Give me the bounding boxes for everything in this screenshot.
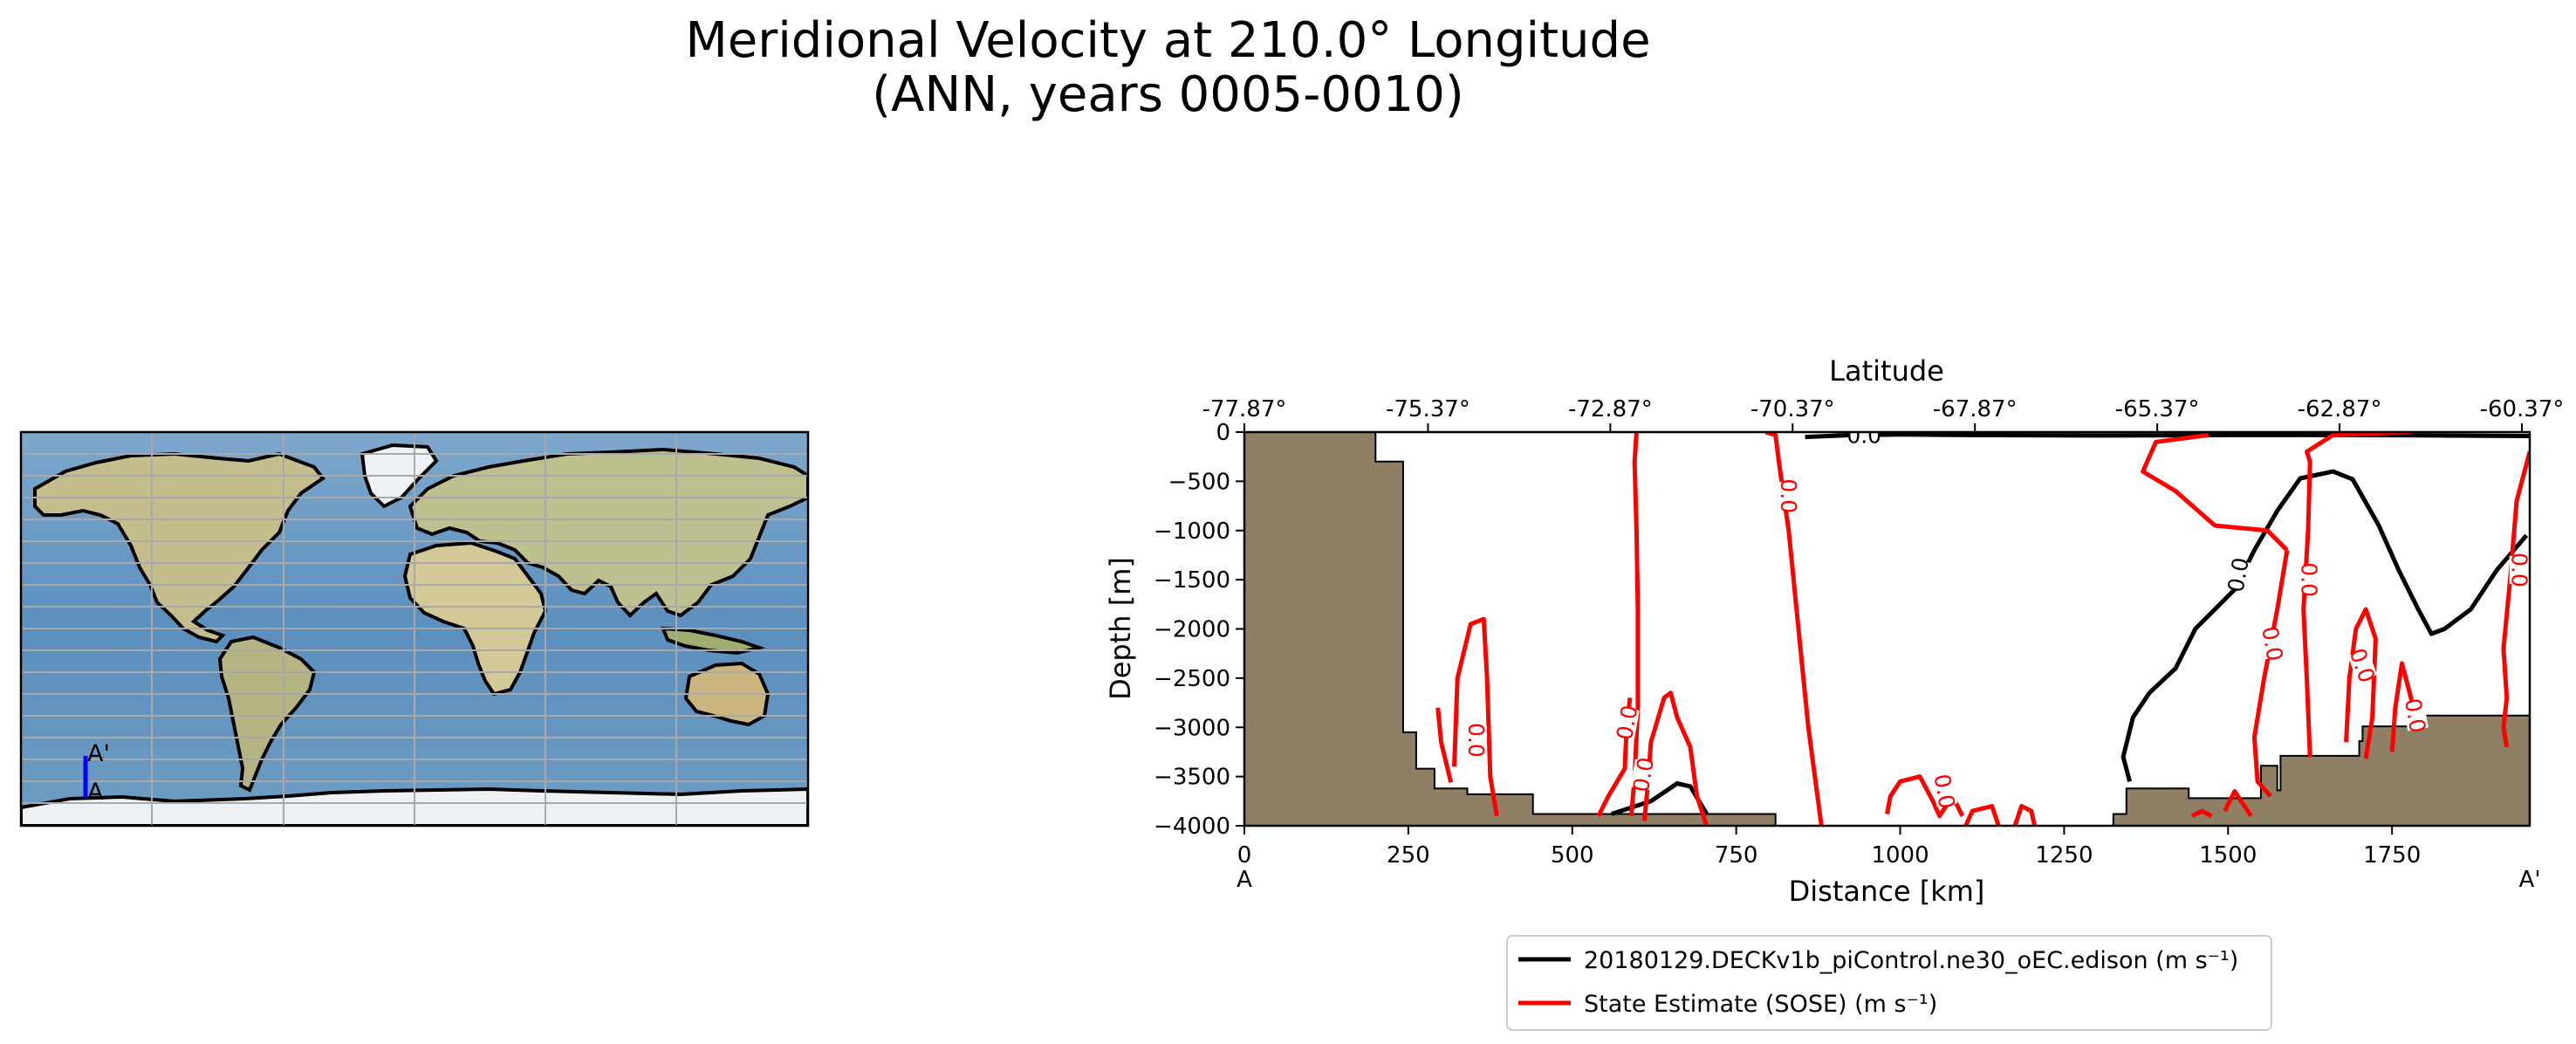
top-tick-label-4: -67.87°: [1933, 396, 2018, 422]
map-gridlines: [21, 432, 808, 826]
y-tick-label-0: 0: [1216, 420, 1230, 446]
contour-label-9: 0.0: [1929, 773, 1959, 811]
legend-label-model: 20180129.DECKv1b_piControl.ne30_oEC.edis…: [1584, 947, 2238, 974]
contour-label-2: 0.0: [2257, 624, 2287, 663]
contour-label-bg-10: [2224, 559, 2251, 591]
contour-label-bg-6: [1613, 706, 1640, 738]
contour-label-bg-4: [2402, 699, 2429, 731]
legend-frame: [1506, 935, 2272, 1031]
contour-label-6: 0.0: [1612, 704, 1642, 742]
top-tick-label-7: -60.37°: [2480, 396, 2565, 422]
contour-line-series1-15: [2190, 808, 2213, 818]
contour-label-bg-5: [2509, 555, 2530, 584]
x-tick-label-5: 1250: [2035, 842, 2093, 869]
y-tick-label-4: −2000: [1154, 617, 1230, 643]
contour-label-11: 0.0: [1846, 422, 1881, 448]
contour-line-series1-14: [2012, 804, 2038, 826]
contour-label-4: 0.0: [2400, 697, 2430, 735]
contour-line-series1-13: [1963, 804, 2001, 826]
contour-label-bg-7: [1630, 759, 1656, 791]
map-label-end: A': [87, 740, 110, 767]
contour-line-series0-0: [1805, 432, 2530, 440]
map-africa: [402, 540, 548, 697]
x-tick-label-0: 0: [1237, 842, 1252, 869]
contour-line-series1-16: [2223, 789, 2253, 818]
figure-title-line2: (ANN, years 0005-0010): [872, 66, 1464, 123]
top-axis-label: Latitude: [1829, 354, 1944, 388]
contour-label-bg-3: [2347, 649, 2378, 683]
x-axis-label: Distance [km]: [1789, 875, 1985, 908]
contour-label-bg-1: [2299, 566, 2320, 594]
contour-label-0: 0.0: [1776, 478, 1801, 513]
y-tick-label-7: −3500: [1154, 765, 1230, 791]
legend: 20180129.DECKv1b_piControl.ne30_oEC.edis…: [1506, 935, 2272, 1031]
contour-line-series1-4: [2501, 450, 2530, 748]
map-south-america: [217, 635, 317, 793]
contour-line-series1-9: [2389, 661, 2421, 752]
contour-label-bg-11: [1850, 432, 1879, 446]
contour-label-10: 0.0: [2223, 555, 2253, 594]
y-tick-label-8: −4000: [1154, 814, 1230, 840]
contour-line-series1-10: [1452, 616, 1499, 817]
contour-label-8: 0.0: [1463, 723, 1489, 758]
map-label-start: A: [87, 779, 104, 806]
y-tick-label-1: −500: [1168, 469, 1230, 495]
top-tick-label-3: -70.37°: [1750, 396, 1835, 422]
x-tick-label-3: 750: [1715, 842, 1758, 869]
top-tick-label-2: -72.87°: [1568, 396, 1653, 422]
contour-label-bg-8: [1466, 725, 1488, 754]
y-axis-label: Depth [m]: [1104, 557, 1137, 700]
contour-label-5: 0.0: [2507, 553, 2532, 587]
top-tick-label-5: -65.37°: [2115, 396, 2200, 422]
x-tick-label-1: 250: [1387, 842, 1430, 869]
x-tick-label-2: 500: [1551, 842, 1594, 869]
contour-label-bg-9: [1932, 775, 1958, 807]
y-axis-ticks: 0 −500 −1000 −1500 −2000 −2500 −3000 −3500 −4000: [1154, 420, 1244, 840]
contour-line-series1-11: [1435, 707, 1454, 783]
map-eurasia: [408, 447, 808, 618]
x-tick-label-7: 1750: [2363, 842, 2421, 869]
contour-labels: 0.00.00.00.00.00.00.00.00.00.00.00.0: [1463, 422, 2532, 811]
contour-label-1: 0.0: [2296, 562, 2321, 597]
top-axis-ticks: -77.87° -75.37° -72.87° -70.37° -67.87° -65.3…: [1202, 396, 2565, 432]
top-tick-label-0: -77.87°: [1202, 396, 1287, 422]
x-tick-label-4: 1000: [1871, 842, 1929, 869]
bathymetry-fill: [1244, 432, 2530, 826]
x-tick-label-6: 1500: [2199, 842, 2257, 869]
contour-label-bg-2: [2259, 628, 2285, 660]
legend-label-sose: State Estimate (SOSE) (m s⁻¹): [1584, 991, 1937, 1018]
contour-label-bg-0: [1778, 482, 1799, 511]
section-label-end: A': [2519, 867, 2541, 893]
y-tick-label-6: −3000: [1154, 715, 1230, 741]
map-frame: [19, 430, 810, 828]
section-label-start: A: [1237, 867, 1252, 893]
contour-series: [1435, 432, 2530, 826]
contour-line-series0-1: [2120, 469, 2529, 782]
top-tick-label-1: -75.37°: [1386, 396, 1470, 422]
y-tick-label-5: −2500: [1154, 666, 1230, 692]
contour-label-7: 0.0: [1628, 755, 1659, 793]
x-axis-ticks: 0 250 500 750 1000 1250 1500 1750: [1237, 826, 2421, 869]
map-north-america: [33, 451, 325, 644]
contour-line-series1-1: [1764, 432, 1824, 826]
figure-title-line1: Meridional Velocity at 210.0° Longitude: [685, 12, 1651, 69]
top-tick-label-6: -62.87°: [2298, 396, 2382, 422]
y-tick-label-2: −1000: [1154, 519, 1230, 545]
contour-line-series1-5: [2301, 432, 2412, 758]
contour-line-series1-7: [2141, 432, 2289, 553]
map-panel: [21, 432, 808, 826]
contour-line-series1-6: [2251, 549, 2290, 798]
contour-line-series1-8: [2344, 607, 2378, 759]
y-tick-label-3: −1500: [1154, 567, 1230, 594]
